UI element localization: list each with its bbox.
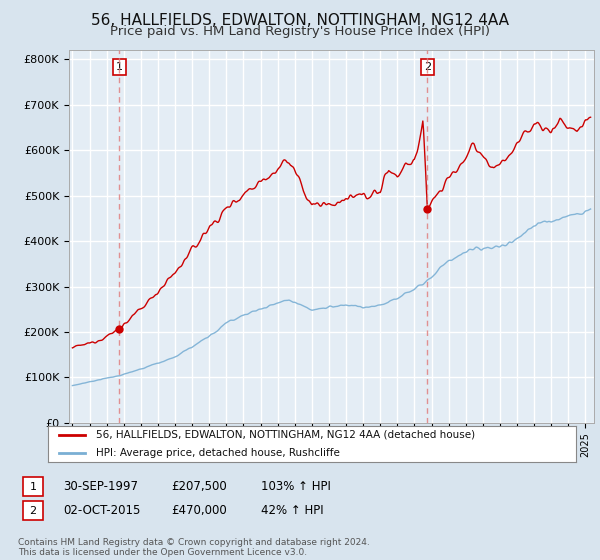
Text: £207,500: £207,500 [171,480,227,493]
Text: £470,000: £470,000 [171,504,227,517]
Text: 2: 2 [29,506,37,516]
Text: 30-SEP-1997: 30-SEP-1997 [63,480,138,493]
Text: 56, HALLFIELDS, EDWALTON, NOTTINGHAM, NG12 4AA (detached house): 56, HALLFIELDS, EDWALTON, NOTTINGHAM, NG… [95,430,475,440]
Text: Contains HM Land Registry data © Crown copyright and database right 2024.
This d: Contains HM Land Registry data © Crown c… [18,538,370,557]
Text: 1: 1 [29,482,37,492]
Text: 2: 2 [424,62,431,72]
Text: HPI: Average price, detached house, Rushcliffe: HPI: Average price, detached house, Rush… [95,448,340,458]
Text: 42% ↑ HPI: 42% ↑ HPI [261,504,323,517]
Text: 56, HALLFIELDS, EDWALTON, NOTTINGHAM, NG12 4AA: 56, HALLFIELDS, EDWALTON, NOTTINGHAM, NG… [91,13,509,29]
Text: 02-OCT-2015: 02-OCT-2015 [63,504,140,517]
Text: 1: 1 [116,62,123,72]
Text: Price paid vs. HM Land Registry's House Price Index (HPI): Price paid vs. HM Land Registry's House … [110,25,490,38]
Text: 103% ↑ HPI: 103% ↑ HPI [261,480,331,493]
